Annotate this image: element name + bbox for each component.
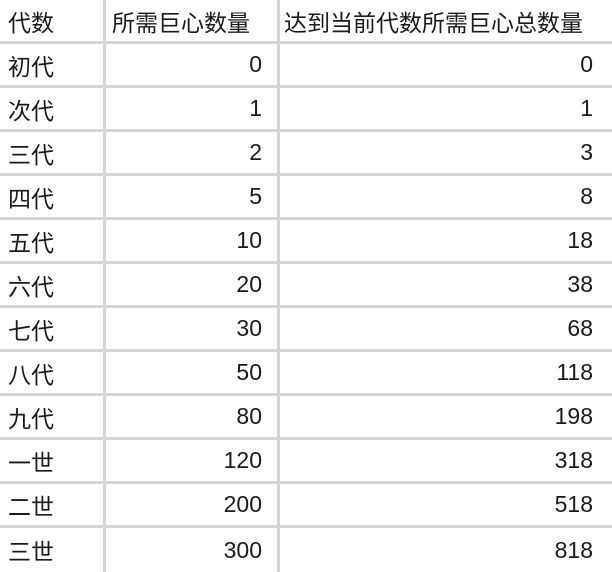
cell-total-hearts: 68 bbox=[280, 308, 612, 352]
cell-total-hearts: 3 bbox=[280, 132, 612, 176]
cell-generation: 四代 bbox=[0, 176, 106, 220]
cell-generation: 初代 bbox=[0, 44, 106, 88]
table-row: 七代 30 68 bbox=[0, 308, 612, 352]
cell-total-hearts: 38 bbox=[280, 264, 612, 308]
cell-total-hearts: 518 bbox=[280, 484, 612, 528]
table-row: 二世 200 518 bbox=[0, 484, 612, 528]
cell-total-hearts: 818 bbox=[554, 536, 593, 563]
cell-generation: 三代 bbox=[0, 132, 106, 176]
cell-generation: 二世 bbox=[0, 484, 106, 528]
cell-total-hearts: 0 bbox=[280, 44, 612, 88]
table-row: 六代 20 38 bbox=[0, 264, 612, 308]
table-row: 三世 300 818 bbox=[0, 528, 612, 572]
cell-required-hearts: 200 bbox=[106, 484, 280, 528]
table-row: 一世 120 318 bbox=[0, 440, 612, 484]
cell-generation: 六代 bbox=[0, 264, 106, 308]
cell-required-hearts: 50 bbox=[106, 352, 280, 396]
cell-required-hearts: 10 bbox=[106, 220, 280, 264]
header-cell-generation: 代数 bbox=[0, 0, 106, 44]
cell-generation: 次代 bbox=[0, 88, 106, 132]
header-cell-total-hearts: 达到当前代数所需巨心总数量 bbox=[280, 0, 612, 44]
header-cell-required-hearts: 所需巨心数量 bbox=[106, 0, 280, 44]
cell-generation: 一世 bbox=[0, 440, 106, 484]
cell-total-hearts: 1 bbox=[280, 88, 612, 132]
cell-total-hearts: 318 bbox=[280, 440, 612, 484]
cell-required-hearts: 1 bbox=[106, 88, 280, 132]
cell-generation: 八代 bbox=[0, 352, 106, 396]
cell-required-hearts: 20 bbox=[106, 264, 280, 308]
table-row: 初代 0 0 bbox=[0, 44, 612, 88]
cell-total-hearts: 118 bbox=[280, 352, 612, 396]
table-row: 三代 2 3 bbox=[0, 132, 612, 176]
table-row: 四代 5 8 bbox=[0, 176, 612, 220]
cell-total-hearts: 198 bbox=[280, 396, 612, 440]
cell-required-hearts: 0 bbox=[106, 44, 280, 88]
cell-required-hearts: 120 bbox=[106, 440, 280, 484]
cell-required-hearts: 5 bbox=[106, 176, 280, 220]
table-header-row: 代数 所需巨心数量 达到当前代数所需巨心总数量 bbox=[0, 0, 612, 44]
cell-total-hearts: 8 bbox=[280, 176, 612, 220]
cell-total-hearts: 18 bbox=[280, 220, 612, 264]
cell-generation: 九代 bbox=[0, 396, 106, 440]
cell-required-hearts: 2 bbox=[106, 132, 280, 176]
cell-required-hearts: 300 bbox=[106, 528, 280, 572]
table-row: 五代 10 18 bbox=[0, 220, 612, 264]
cell-required-hearts: 80 bbox=[106, 396, 280, 440]
table-row: 八代 50 118 bbox=[0, 352, 612, 396]
cell-generation: 三世 bbox=[0, 528, 106, 572]
cell-generation: 五代 bbox=[0, 220, 106, 264]
cell-required-hearts: 30 bbox=[106, 308, 280, 352]
table-row: 九代 80 198 bbox=[0, 396, 612, 440]
table-row: 次代 1 1 bbox=[0, 88, 612, 132]
cell-generation: 七代 bbox=[0, 308, 106, 352]
